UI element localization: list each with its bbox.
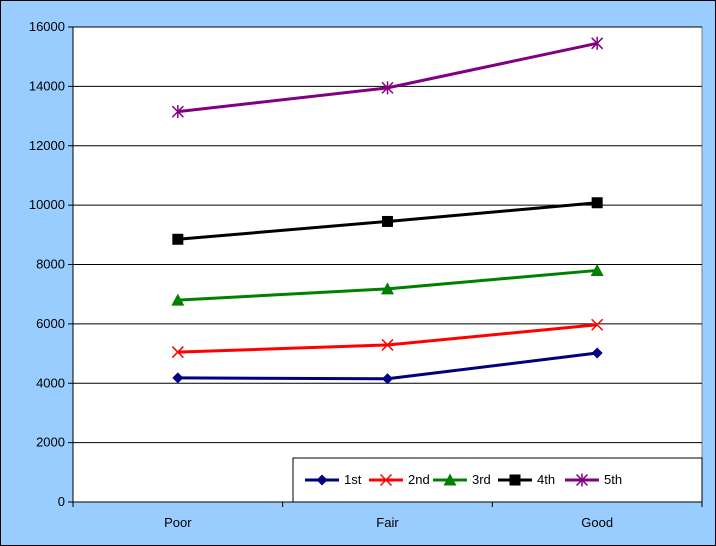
plot-area: 0 2000 4000 6000 8000 10000 12000 14000 16000 Po…: [29, 19, 703, 530]
x-axis-tick-labels: Poor Fair Good: [164, 515, 613, 530]
legend-label: 4th: [537, 472, 555, 487]
data-point: [443, 473, 457, 486]
legend-item-2nd: 2nd: [369, 472, 430, 487]
y-tick-label: 4000: [36, 375, 65, 390]
data-point: [591, 347, 603, 359]
data-point: [382, 215, 393, 227]
series-4th: [172, 197, 603, 245]
legend-item-5th: 5th: [565, 472, 622, 487]
y-tick-label: 14000: [29, 78, 65, 93]
marker-stroke: [379, 473, 393, 487]
data-point: [382, 373, 393, 385]
legend: 1st 2nd 3rd 4th 5th: [292, 457, 703, 503]
data-point: [591, 197, 603, 209]
legend-item-1st: 1st: [305, 472, 362, 487]
data-point: [171, 346, 184, 359]
series-5th: [171, 36, 604, 119]
x-tick-label: Good: [581, 515, 613, 530]
y-tick-label: 0: [58, 494, 65, 509]
y-tick-label: 6000: [36, 316, 65, 331]
series-2nd: [171, 318, 604, 359]
data-point: [591, 36, 604, 50]
marker-stroke: [381, 338, 394, 351]
legend-item-4th: 4th: [498, 472, 555, 487]
data-point: [379, 473, 393, 487]
data-point: [381, 81, 394, 95]
series-lines: [171, 36, 604, 385]
marker-stroke: [591, 318, 604, 331]
legend-label: 3rd: [472, 472, 491, 487]
y-tick-label: 16000: [29, 19, 65, 34]
y-tick-label: 10000: [29, 197, 65, 212]
data-point: [171, 105, 184, 119]
data-point: [575, 473, 589, 487]
data-point: [590, 263, 604, 276]
data-point: [316, 474, 328, 486]
series-3rd: [171, 263, 604, 306]
x-tick-label: Fair: [376, 515, 399, 530]
legend-item-3rd: 3rd: [433, 472, 491, 487]
y-axis-tick-labels: 0 2000 4000 6000 8000 10000 12000 14000 16000: [29, 19, 65, 509]
data-point: [171, 293, 185, 306]
data-point: [172, 372, 184, 384]
data-point: [381, 338, 394, 351]
data-point: [591, 318, 604, 331]
legend-label: 5th: [604, 472, 622, 487]
series-1st: [172, 347, 603, 385]
y-tick-label: 12000: [29, 138, 65, 153]
legend-label: 1st: [344, 472, 362, 487]
y-tick-label: 2000: [36, 435, 65, 450]
marker-stroke: [171, 346, 184, 359]
data-point: [172, 233, 184, 245]
data-point: [509, 474, 521, 486]
x-tick-label: Poor: [164, 515, 192, 530]
legend-label: 2nd: [408, 472, 430, 487]
legend-box: [292, 457, 703, 503]
y-tick-label: 8000: [36, 257, 65, 272]
data-point: [381, 282, 394, 295]
